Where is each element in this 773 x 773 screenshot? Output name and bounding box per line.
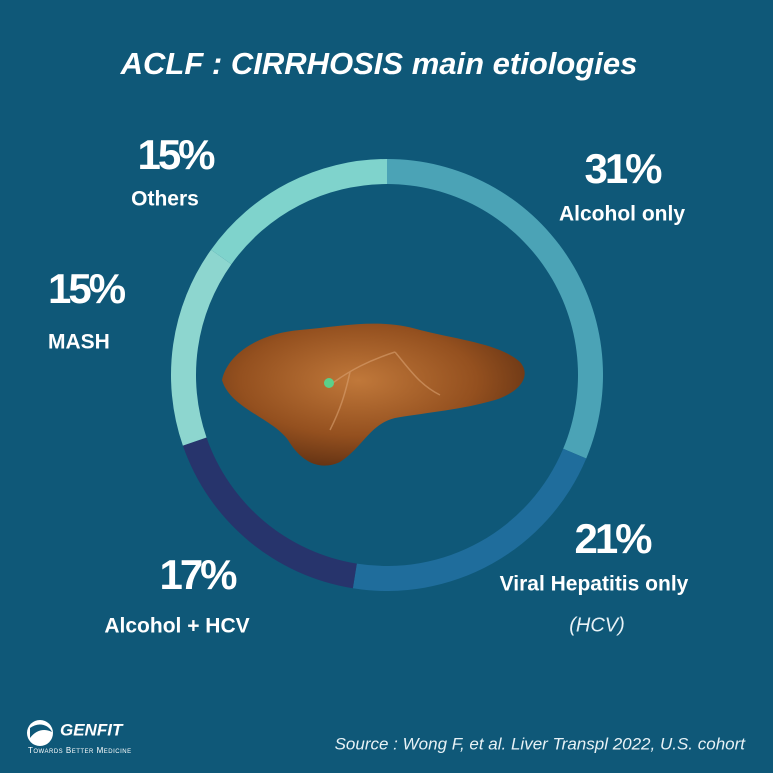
liver-illustration <box>222 323 525 466</box>
donut-segment <box>387 159 603 459</box>
liver-vessels <box>329 351 441 431</box>
category-label: Others <box>131 188 199 211</box>
value-label: 17% <box>159 551 237 598</box>
logo-name: GENFIT <box>60 720 124 739</box>
value-label: 21% <box>574 515 652 562</box>
category-label: Alcohol only <box>559 203 685 226</box>
donut <box>170 159 603 591</box>
chart-title: ACLF : CIRRHOSIS main etiologies <box>120 46 638 81</box>
value-label: 31% <box>584 145 662 192</box>
donut-segment <box>182 437 357 589</box>
donut-segment <box>352 448 587 591</box>
liver-marker <box>324 378 334 388</box>
category-label: Alcohol + HCV <box>104 615 249 638</box>
donut-segment <box>211 159 387 265</box>
annotation: (HCV) <box>569 614 625 636</box>
logo-icon-mark <box>30 724 52 738</box>
logo-tagline: Towards Better Medicine <box>28 746 132 755</box>
category-label: Viral Hepatitis only <box>500 573 689 596</box>
value-label: 15% <box>48 265 126 312</box>
donut-segment <box>170 249 232 446</box>
category-label: MASH <box>48 331 110 354</box>
value-label: 15% <box>137 131 215 178</box>
source: Source : Wong F, et al. Liver Transpl 20… <box>335 734 747 753</box>
logo: GENFIT Towards Better Medicine <box>27 720 132 755</box>
